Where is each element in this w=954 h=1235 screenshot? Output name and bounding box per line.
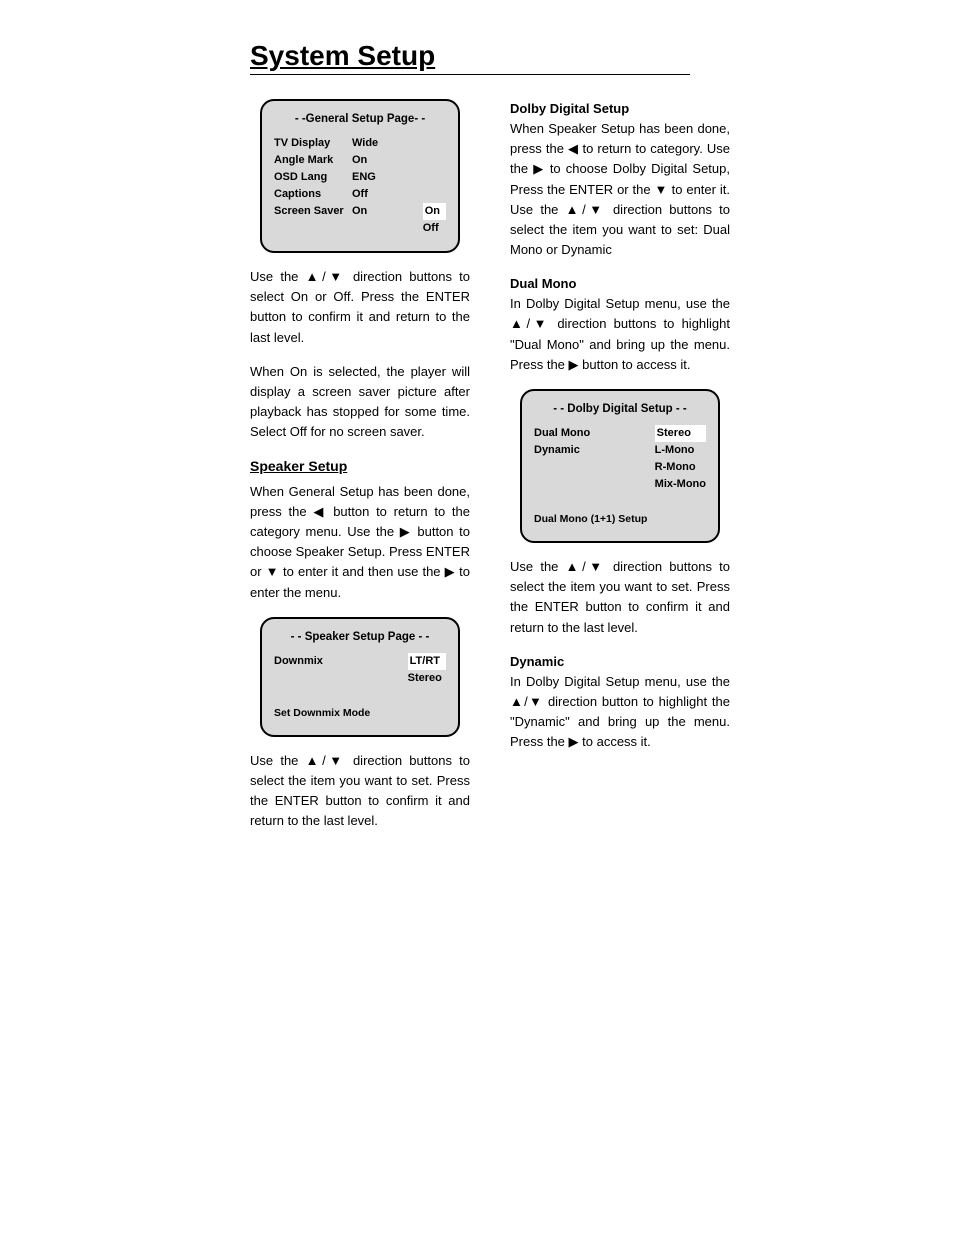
left-column: - -General Setup Page- - TV DisplayWide … <box>250 99 470 845</box>
box-footer: Set Downmix Mode <box>274 705 446 721</box>
paragraph: In Dolby Digital Setup menu, use the ▲/▼… <box>510 672 730 753</box>
option: R-Mono <box>655 459 706 476</box>
dolby-setup-box: - - Dolby Digital Setup - - Dual Mono Dy… <box>520 389 720 543</box>
page-title: System Setup <box>250 40 690 75</box>
speaker-setup-box: - - Speaker Setup Page - - Downmix LT/RT… <box>260 617 460 737</box>
box-footer: Dual Mono (1+1) Setup <box>534 511 706 527</box>
paragraph: When Speaker Setup has been done, press … <box>510 119 730 260</box>
left-labels: Dual Mono Dynamic <box>534 425 612 493</box>
dual-mono-heading: Dual Mono <box>510 274 730 294</box>
paragraph: When On is selected, the player will dis… <box>250 362 470 443</box>
dynamic-heading: Dynamic <box>510 652 730 672</box>
options: Stereo L-Mono R-Mono Mix-Mono <box>655 425 706 493</box>
table-row: TV DisplayWide <box>274 135 446 152</box>
table-row: CaptionsOff <box>274 186 446 203</box>
paragraph: Use the ▲/▼ direction buttons to select … <box>250 751 470 832</box>
content-columns: - -General Setup Page- - TV DisplayWide … <box>250 99 750 845</box>
options: LT/RT Stereo <box>408 653 446 687</box>
option-highlighted: On <box>423 203 446 220</box>
dolby-heading: Dolby Digital Setup <box>510 99 730 119</box>
paragraph: In Dolby Digital Setup menu, use the ▲/▼… <box>510 294 730 375</box>
box-title: - - Speaker Setup Page - - <box>274 629 446 647</box>
option: Mix-Mono <box>655 476 706 493</box>
table-row: Dual Mono Dynamic Stereo L-Mono R-Mono M… <box>534 425 706 493</box>
option-highlighted: Stereo <box>655 425 706 442</box>
general-setup-box: - -General Setup Page- - TV DisplayWide … <box>260 99 460 253</box>
options: On Off <box>423 203 446 237</box>
table-row: OSD LangENG <box>274 169 446 186</box>
option: Off <box>423 220 446 237</box>
right-column: Dolby Digital Setup When Speaker Setup h… <box>510 99 730 845</box>
option: Stereo <box>408 670 446 687</box>
speaker-setup-heading: Speaker Setup <box>250 456 470 478</box>
box-title: - -General Setup Page- - <box>274 111 446 129</box>
table-row: Angle MarkOn <box>274 152 446 169</box>
option: L-Mono <box>655 442 706 459</box>
box-title: - - Dolby Digital Setup - - <box>534 401 706 419</box>
option-highlighted: LT/RT <box>408 653 446 670</box>
paragraph: Use the ▲/▼ direction buttons to select … <box>510 557 730 638</box>
paragraph: When General Setup has been done, press … <box>250 482 470 603</box>
table-row: Screen Saver On On Off <box>274 203 446 237</box>
box-rows: TV DisplayWide Angle MarkOn OSD LangENG … <box>274 135 446 237</box>
paragraph: Use the ▲/▼ direction buttons to select … <box>250 267 470 348</box>
table-row: Downmix LT/RT Stereo <box>274 653 446 687</box>
